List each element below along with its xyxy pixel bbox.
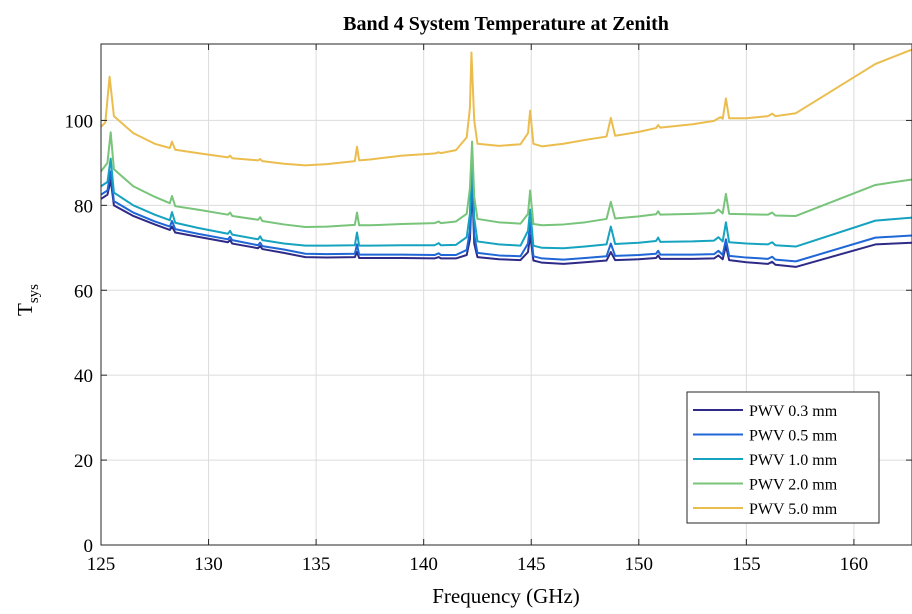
legend-label-pwv-0-3-mm: PWV 0.3 mm [749, 403, 838, 420]
legend: PWV 0.3 mm PWV 0.5 mm PWV 1.0 mm PWV 2.0 mm… [686, 391, 880, 524]
y-tick-label: 80 [74, 196, 93, 217]
x-tick-label: 130 [194, 554, 223, 575]
y-tick-label: 0 [84, 536, 94, 557]
x-tick-label: 150 [625, 554, 654, 575]
y-tick-label: 60 [74, 281, 93, 302]
y-axis-label: Tsys [13, 284, 42, 316]
legend-box [686, 391, 880, 524]
axis-ticks: 125 130 135 140 145 150 155 160 0 20 40 60 80 100 [65, 44, 912, 575]
series-line-pwv-1-0-mm [100, 153, 912, 250]
legend-label-pwv-1-0-mm: PWV 1.0 mm [749, 452, 838, 469]
series-lines [100, 48, 912, 268]
plot-area-frame [100, 43, 912, 546]
x-tick-label: 125 [87, 554, 116, 575]
x-axis-label: Frequency (GHz) [432, 584, 580, 608]
legend-label-pwv-5-0-mm: PWV 5.0 mm [749, 501, 838, 518]
x-tick-label: 160 [840, 554, 869, 575]
x-tick-label: 135 [302, 554, 331, 575]
legend-label-pwv-0-5-mm: PWV 0.5 mm [749, 428, 838, 445]
y-axis-label-main: T [13, 303, 37, 316]
y-tick-label: 40 [74, 366, 93, 387]
y-tick-label: 20 [74, 451, 93, 472]
y-axis-label-subscript: sys [26, 284, 42, 303]
series-line-pwv-5-0-mm [100, 48, 912, 167]
x-tick-label: 140 [409, 554, 438, 575]
series-line-pwv-2-0-mm [100, 131, 912, 228]
y-tick-label: 100 [65, 111, 94, 132]
legend-items: PWV 0.3 mm PWV 0.5 mm PWV 1.0 mm PWV 2.0 mm… [693, 403, 838, 518]
legend-label-pwv-2-0-mm: PWV 2.0 mm [749, 477, 838, 494]
x-tick-label: 145 [517, 554, 546, 575]
chart-title: Band 4 System Temperature at Zenith [343, 13, 669, 35]
x-tick-label: 155 [732, 554, 761, 575]
